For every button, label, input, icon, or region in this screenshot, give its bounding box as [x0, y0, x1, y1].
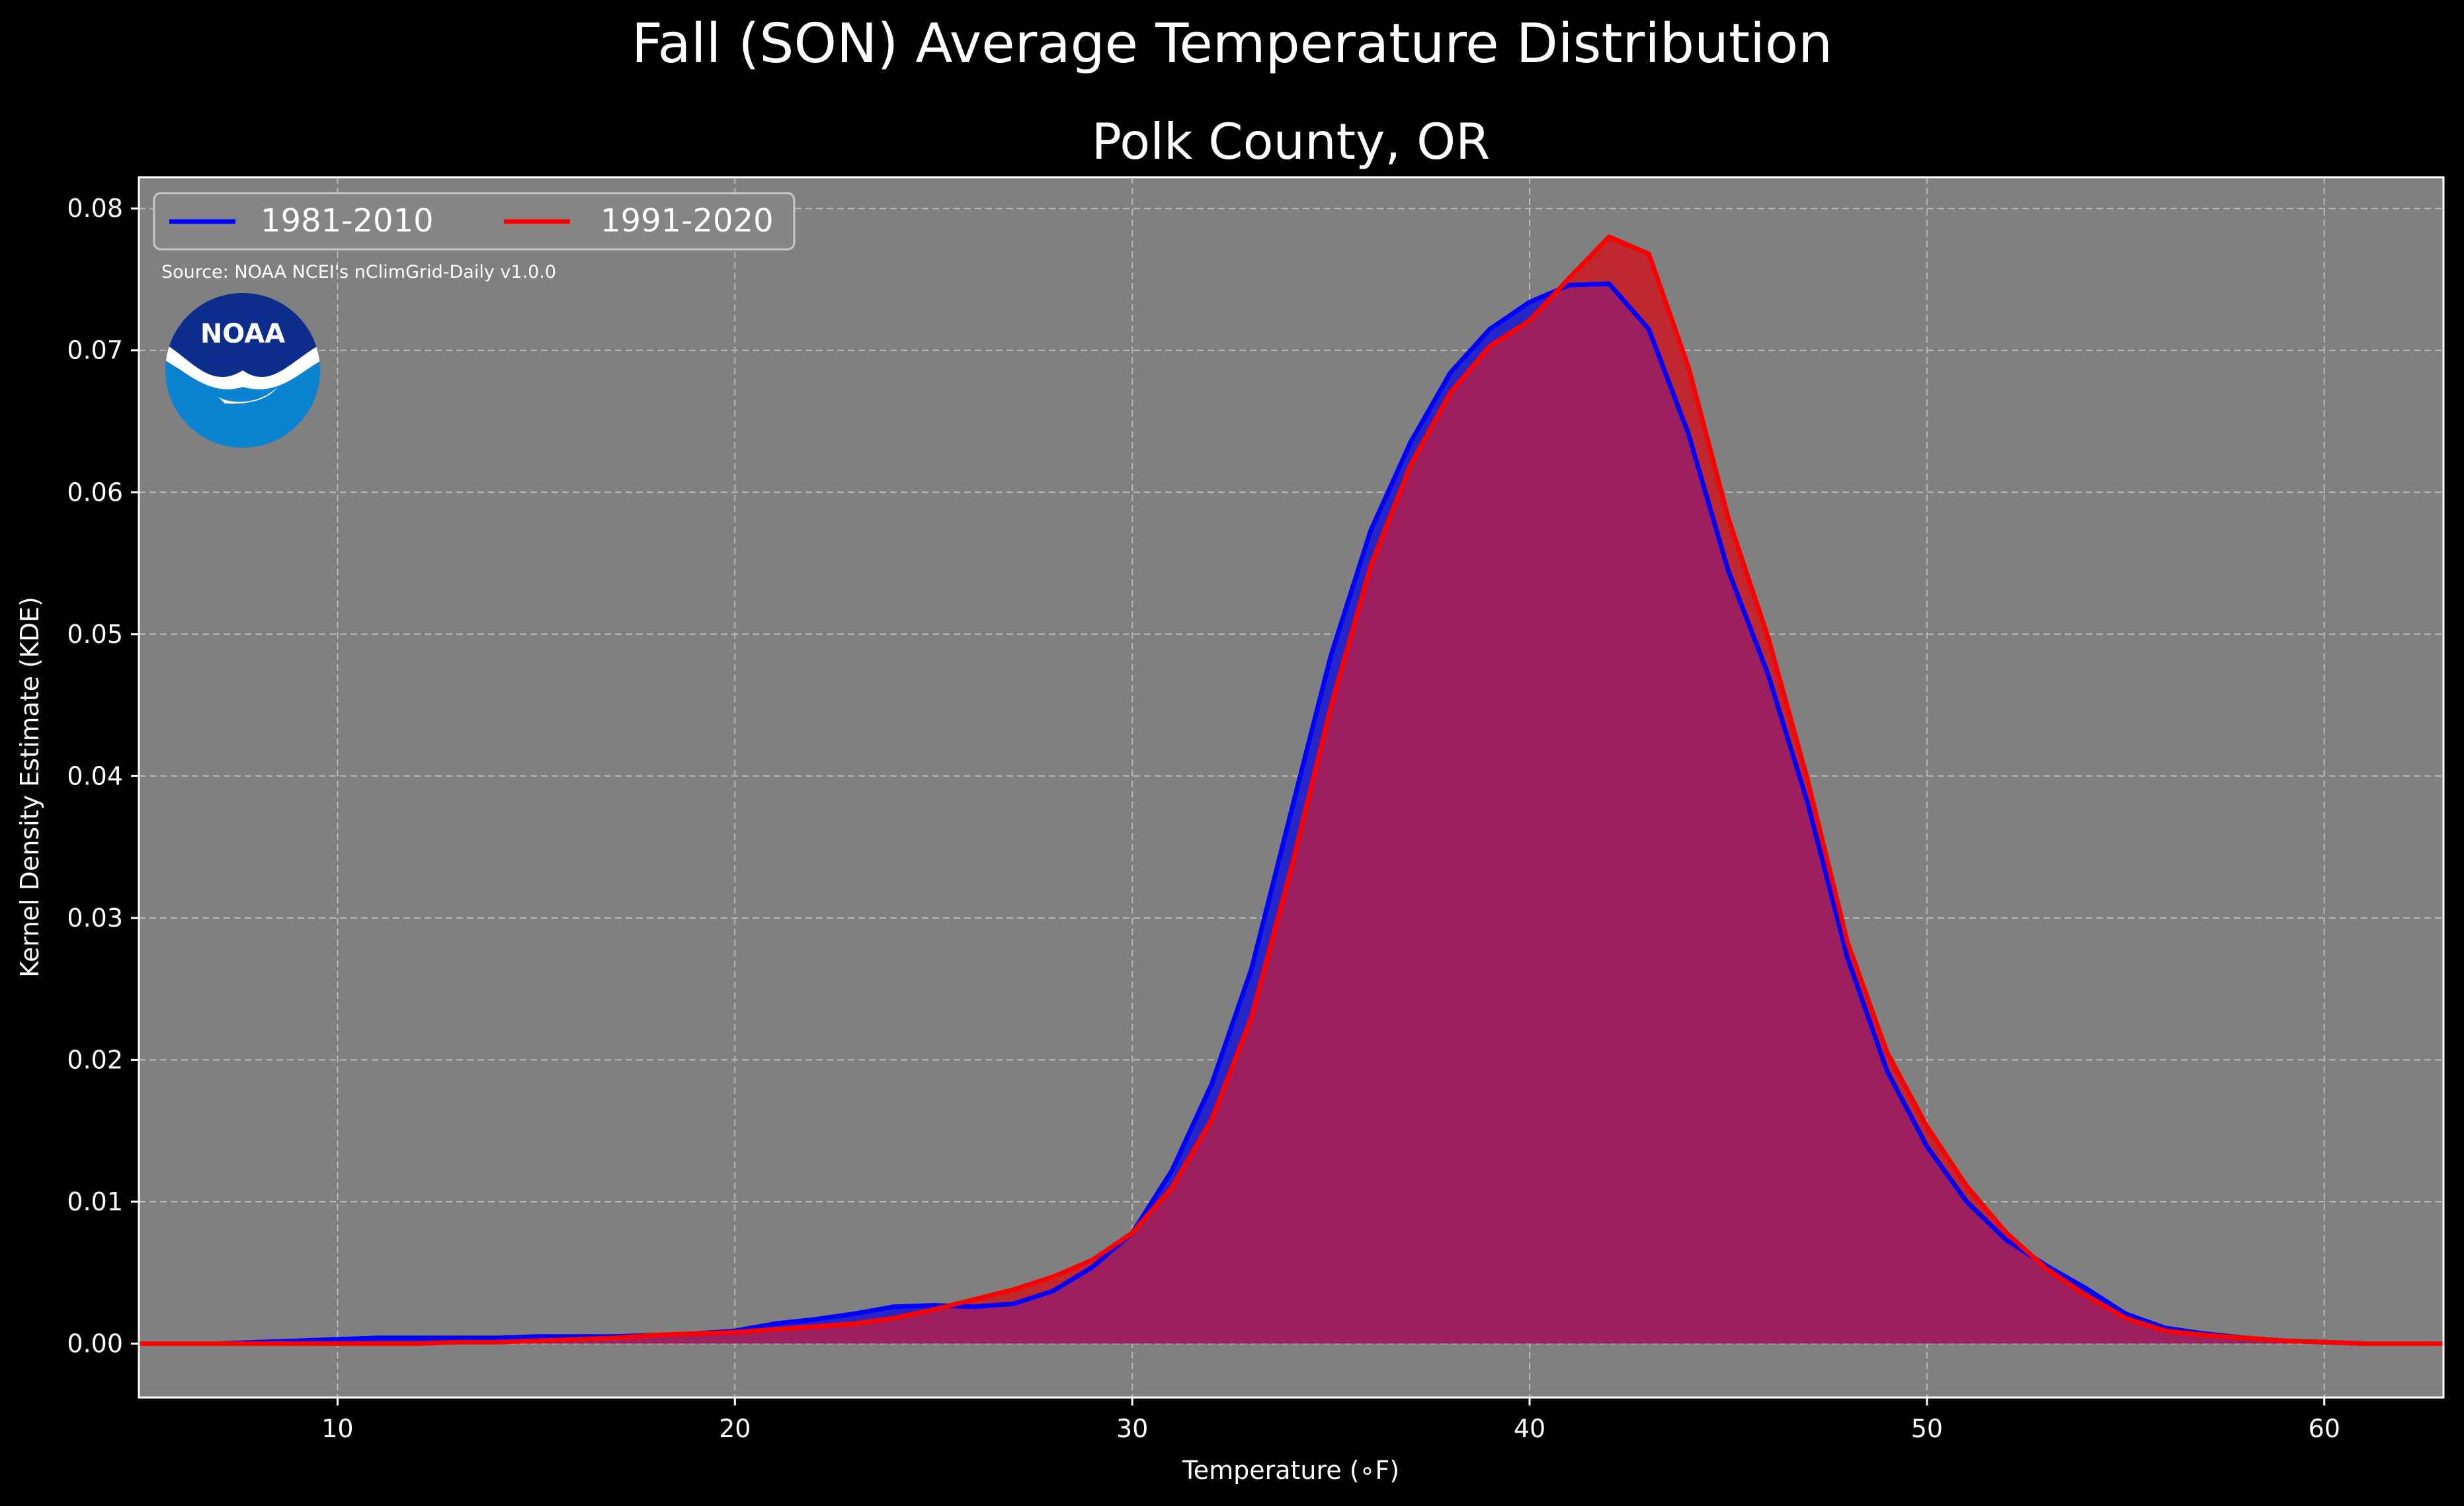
x-tick-label: 20 — [719, 1414, 751, 1443]
legend: 1981-2010 1991-2020 — [153, 192, 796, 251]
legend-label-1991-2020: 1991-2020 — [600, 202, 774, 239]
noaa-logo-text: NOAA — [200, 319, 285, 349]
x-tick-label: 40 — [1514, 1414, 1545, 1443]
x-tick-label: 10 — [321, 1414, 353, 1443]
axes-title: Polk County, OR — [1092, 112, 1491, 171]
x-tick-label: 30 — [1116, 1414, 1148, 1443]
x-tick-label: 50 — [1911, 1414, 1943, 1443]
figure-title: Fall (SON) Average Temperature Distribut… — [631, 13, 1833, 75]
legend-label-1981-2010: 1981-2010 — [261, 202, 434, 239]
x-tick-label: 60 — [2309, 1414, 2340, 1443]
series-lines — [139, 234, 2443, 1346]
y-tick-label: 0.06 — [67, 478, 123, 507]
y-tick-label: 0.01 — [67, 1187, 123, 1216]
y-tick-label: 0.05 — [67, 620, 123, 649]
y-tick-label: 0.08 — [67, 194, 123, 223]
noaa-logo: NOAA — [165, 293, 320, 448]
plot-frame — [138, 176, 2445, 1399]
x-axis-label: Temperature (∘F) — [1182, 1456, 1399, 1485]
legend-box — [153, 192, 796, 251]
y-tick-label: 0.04 — [67, 761, 123, 790]
y-tick-label: 0.03 — [67, 903, 123, 933]
source-note: Source: NOAA NCEI's nClimGrid-Daily v1.0… — [161, 262, 556, 282]
series-line-1991-2020 — [139, 234, 2443, 1346]
axis-ticks: 10 20 30 40 50 60 0.00 0.01 0.02 0.03 0.04 0.05 0.06… — [67, 194, 2340, 1443]
y-tick-label: 0.07 — [67, 336, 123, 365]
y-tick-label: 0.02 — [67, 1045, 123, 1074]
series-line-1981-2010 — [139, 281, 2443, 1346]
area-fill-overlap — [139, 283, 2443, 1344]
y-tick-label: 0.00 — [67, 1329, 123, 1358]
y-axis-label: Kernel Density Estimate (KDE) — [15, 597, 44, 978]
